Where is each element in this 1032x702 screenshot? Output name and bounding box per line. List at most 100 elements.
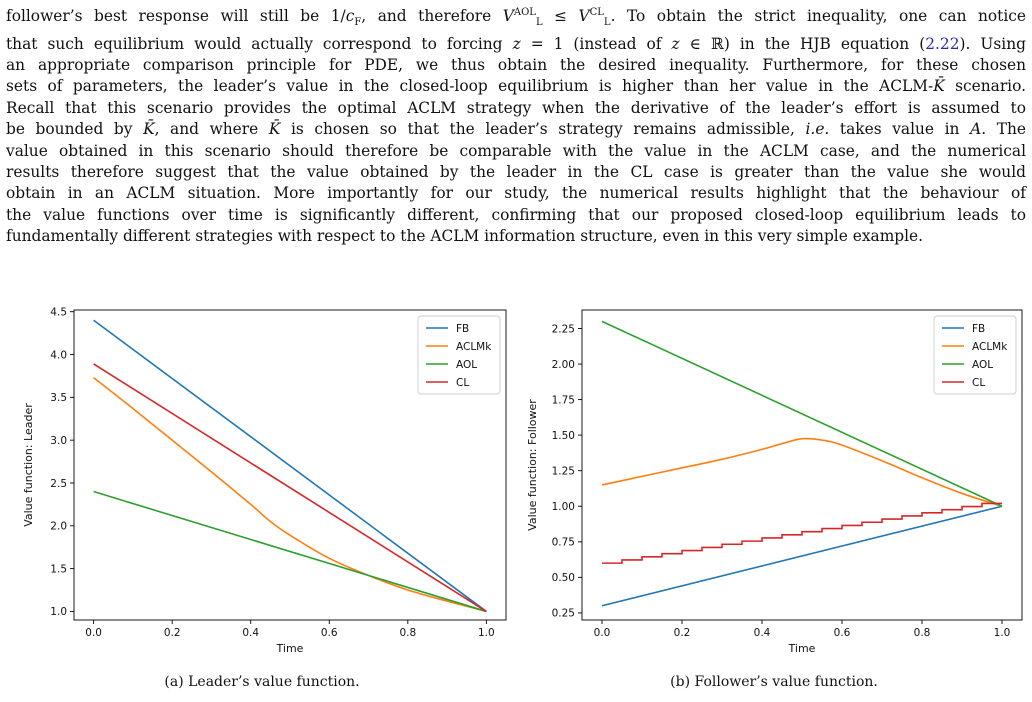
paragraph-line: that such equilibrium would actually cor… [6, 34, 1026, 55]
paragraph-line: sets of parameters, the leader’s value i… [6, 76, 1026, 97]
x-tick-label: 0.4 [242, 627, 259, 639]
paragraph-line: an appropriate comparison principle for … [6, 55, 1026, 76]
text-run: be bounded by [6, 120, 144, 139]
y-tick-label: 4.0 [50, 349, 67, 361]
plot-frame [581, 309, 1023, 621]
x-tick-label: 1.0 [478, 627, 495, 639]
text-run: the value functions over time is signifi… [6, 205, 1026, 224]
text-run: follower’s best response will still be 1… [6, 7, 346, 26]
series-line-aol [93, 490, 487, 613]
legend-label-cl: CL [972, 377, 985, 389]
x-tick-label: 0.0 [85, 627, 102, 639]
equation-reference-link[interactable]: 2.22 [925, 34, 960, 53]
legend-box [933, 315, 1017, 395]
subscript: L [535, 17, 543, 29]
paragraph-line: obtain in an ACLM situation. More import… [6, 183, 1026, 204]
series-line-fb [601, 505, 1003, 607]
x-tick-label: 0.2 [164, 627, 181, 639]
y-tick-label: 1.0 [50, 606, 67, 618]
caption-follower: (b) Follower’s value function. [670, 674, 878, 690]
math-symbol: i.e. [805, 120, 830, 139]
legend-label-aclmk: ACLMk [456, 341, 492, 353]
text-run: ). Using [959, 34, 1026, 53]
paragraph-line: results therefore suggest that the value… [6, 162, 1026, 183]
legend-label-fb: FB [456, 323, 469, 335]
text-run: fundamentally different strategies with … [6, 227, 924, 246]
text-run: results therefore suggest that the value… [6, 163, 1026, 182]
legend-label-fb: FB [972, 323, 985, 335]
y-tick-label: 4.5 [50, 307, 67, 319]
text-run: obtain in an ACLM situation. More import… [6, 184, 1026, 203]
x-tick-label: 0.6 [321, 627, 338, 639]
series-line-aclmk [601, 437, 1003, 508]
superscript: AOL [513, 7, 536, 18]
y-tick-label: 0.75 [552, 537, 575, 549]
x-tick-label: 1.0 [994, 627, 1011, 639]
text-run: , and therefore [361, 7, 503, 26]
text-run: . The [981, 120, 1026, 139]
math-symbol: K̄ [933, 77, 945, 96]
math-symbol: V [502, 7, 514, 26]
y-tick-label: 1.5 [50, 563, 67, 575]
text-run: sets of parameters, the leader’s value i… [6, 77, 934, 96]
x-tick-label: 0.6 [834, 627, 851, 639]
figure-follower: 0.0 0.2 0.4 0.6 0.8 1.0 0.25 0.50 0.75 1.00 1.25 1.… [520, 300, 1028, 670]
y-tick-label: 3.5 [50, 392, 67, 404]
text-run: an appropriate comparison principle for … [6, 56, 1026, 75]
x-tick-label: 0.8 [914, 627, 931, 639]
text-run: that such equilibrium would actually cor… [6, 34, 513, 53]
x-tick-label: 0.0 [594, 627, 611, 639]
superscript: CL [589, 7, 604, 18]
text-run: ≤ [542, 7, 579, 26]
math-symbol: V [578, 7, 590, 26]
text-run: = 1 (instead of [520, 34, 672, 53]
math-symbol: z [512, 34, 521, 53]
math-symbol: c [345, 7, 355, 26]
paragraph-line: follower’s best response will still be 1… [6, 2, 1026, 34]
legend-label-aclmk: ACLMk [972, 341, 1008, 353]
chart-follower-value-function: 0.0 0.2 0.4 0.6 0.8 1.0 0.25 0.50 0.75 1.00 1.25 1.… [526, 309, 1023, 655]
paragraph-line: fundamentally different strategies with … [6, 226, 1026, 247]
x-tick-label: 0.4 [754, 627, 771, 639]
y-axis-label: Value function: Leader [22, 403, 35, 527]
text-run: takes value in [829, 120, 971, 139]
legend-label-cl: CL [456, 377, 469, 389]
paragraph-line: be bounded by K̄, and where K̄ is chosen… [6, 119, 1026, 140]
paragraph-line: the value functions over time is signifi… [6, 205, 1026, 226]
subscript: L [603, 17, 611, 29]
paragraph-line: Recall that this scenario provides the o… [6, 98, 1026, 119]
caption-leader: (a) Leader’s value function. [164, 674, 360, 690]
y-tick-label: 1.25 [552, 465, 575, 477]
y-tick-label: 3.0 [50, 435, 67, 447]
subscript: F [354, 17, 362, 29]
text-run: ∈ ℝ) in the HJB equation ( [679, 34, 926, 53]
x-axis-label: Time [276, 642, 304, 655]
y-tick-label: 2.00 [552, 359, 575, 371]
y-tick-label: 2.0 [50, 521, 67, 533]
plot-frame [73, 309, 507, 621]
series-line-aclmk [93, 377, 487, 613]
series-line-aol [601, 320, 1003, 507]
legend-box [417, 315, 501, 395]
legend-label-aol: AOL [456, 359, 477, 371]
y-tick-label: 1.50 [552, 430, 575, 442]
y-tick-label: 1.00 [552, 501, 575, 513]
math-symbol: K̄ [143, 120, 155, 139]
legend-label-aol: AOL [972, 359, 993, 371]
y-tick-label: 1.75 [552, 394, 575, 406]
math-symbol: z [671, 34, 680, 53]
y-tick-label: 0.25 [552, 608, 575, 620]
y-tick-label: 2.25 [552, 323, 575, 335]
y-axis-label: Value function: Follower [526, 399, 539, 531]
x-axis-label: Time [788, 642, 816, 655]
series-line-cl [93, 363, 487, 613]
x-tick-label: 0.2 [674, 627, 691, 639]
y-tick-label: 0.50 [552, 572, 575, 584]
text-run: scenario. [944, 77, 1026, 96]
text-run: value obtained in this scenario should t… [6, 141, 1026, 160]
text-run: . To obtain the strict inequality, one c… [610, 7, 1026, 26]
math-symbol: A [970, 120, 982, 139]
series-line-cl [602, 502, 1002, 564]
figure-leader: 0.0 0.2 0.4 0.6 0.8 1.0 1.0 1.5 2.0 2.5 3.0 3.5 4.0 4… [12, 300, 512, 670]
text-run: Recall that this scenario provides the o… [6, 98, 1026, 117]
